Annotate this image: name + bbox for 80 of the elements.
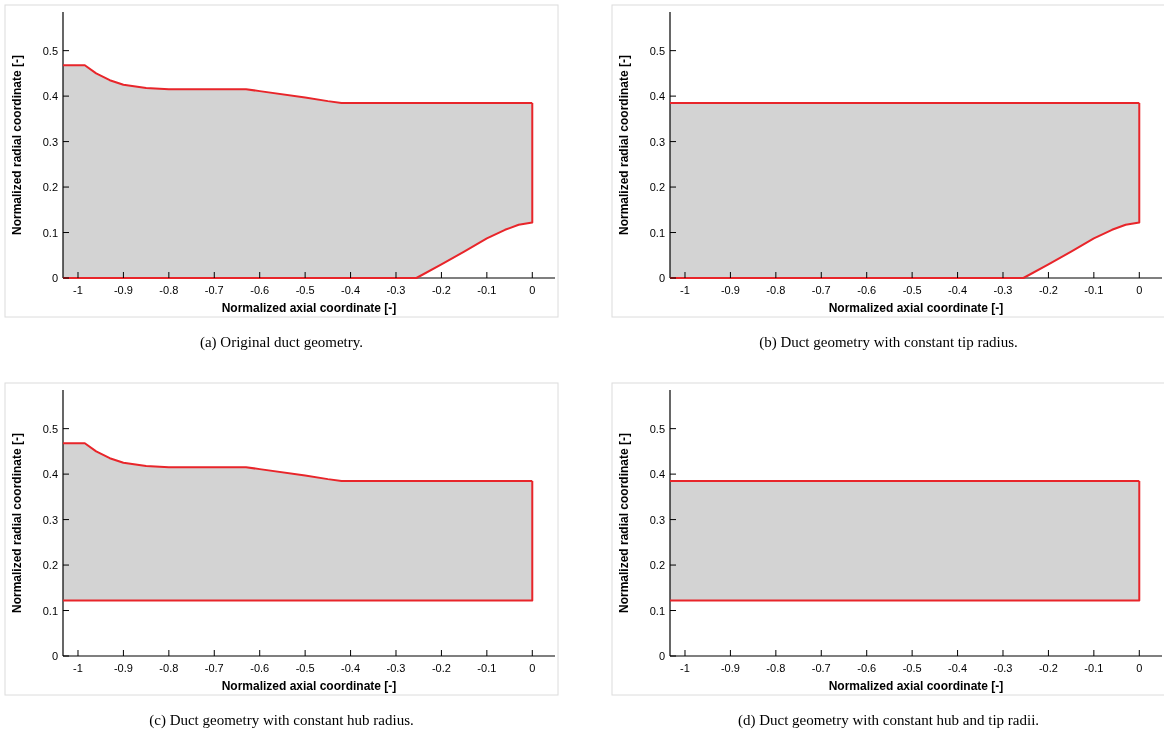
- x-tick-label: -0.6: [250, 662, 270, 674]
- y-tick-label: 0.3: [649, 513, 665, 526]
- x-tick-label: -0.5: [902, 284, 922, 296]
- y-tick-label: 0.1: [42, 226, 58, 239]
- y-tick-label: 0.3: [649, 135, 665, 148]
- x-axis-title: Normalized axial coordinate [-]: [828, 679, 1004, 693]
- x-tick-label: -0.1: [1084, 284, 1104, 296]
- y-axis-title: Normalized radial coordinate [-]: [10, 432, 24, 614]
- x-tick-label: -0.2: [1038, 662, 1058, 674]
- x-tick-label: -0.8: [766, 284, 786, 296]
- x-tick-label: -0.9: [720, 662, 740, 674]
- y-tick-label: 0.5: [42, 44, 58, 57]
- x-tick-label: -0.7: [204, 284, 224, 296]
- x-tick-label: 0: [1136, 662, 1143, 674]
- x-tick-label: -0.2: [1038, 284, 1058, 296]
- x-tick-label: -1: [73, 284, 83, 296]
- y-tick-label: 0.2: [42, 559, 58, 572]
- x-tick-label: -0.3: [993, 284, 1013, 296]
- x-tick-label: -0.4: [341, 284, 361, 296]
- y-axis-title: Normalized radial coordinate [-]: [617, 432, 631, 614]
- x-tick-label: -0.1: [477, 662, 497, 674]
- text: (d) Duct geometry with constant hub and tip radii.: [737, 712, 1040, 729]
- y-tick-label: 0.5: [649, 422, 665, 435]
- x-tick-label: -0.4: [341, 662, 361, 674]
- y-tick-label: 0.1: [42, 604, 58, 617]
- y-tick-label: 0.5: [649, 44, 665, 57]
- x-tick-label: -0.3: [386, 662, 406, 674]
- x-tick-label: -0.7: [811, 284, 831, 296]
- text: (a) Original duct geometry.: [199, 334, 364, 351]
- y-tick-label: 0: [51, 650, 58, 662]
- x-tick-label: -0.4: [948, 662, 968, 674]
- y-axis-title: Normalized radial coordinate [-]: [10, 54, 24, 236]
- y-tick-label: 0.4: [42, 90, 58, 103]
- x-tick-label: -0.5: [295, 284, 315, 296]
- x-tick-label: -0.3: [386, 284, 406, 296]
- text: (c) Duct geometry with constant hub radius.: [149, 712, 414, 729]
- x-tick-label: 0: [529, 284, 536, 296]
- y-tick-label: 0: [658, 650, 665, 662]
- x-tick-label: -0.7: [811, 662, 831, 674]
- x-tick-label: -1: [680, 662, 690, 674]
- y-tick-label: 0.2: [42, 181, 58, 194]
- x-tick-label: -0.8: [159, 284, 179, 296]
- y-tick-label: 0.4: [42, 468, 58, 481]
- y-tick-label: 0.4: [649, 468, 665, 481]
- x-tick-label: -0.7: [204, 662, 224, 674]
- y-tick-label: 0.2: [649, 559, 665, 572]
- x-tick-label: -0.6: [857, 662, 877, 674]
- x-tick-label: -0.1: [477, 284, 497, 296]
- x-tick-label: -0.6: [250, 284, 270, 296]
- x-tick-label: 0: [529, 662, 536, 674]
- x-tick-label: -0.1: [1084, 662, 1104, 674]
- x-tick-label: -1: [680, 284, 690, 296]
- y-tick-label: 0: [51, 272, 58, 284]
- x-tick-label: -0.4: [948, 284, 968, 296]
- x-tick-label: -0.3: [993, 662, 1013, 674]
- text: (b) Duct geometry with constant tip radius.: [759, 334, 1018, 351]
- x-tick-label: -0.8: [159, 662, 179, 674]
- x-tick-label: -0.6: [857, 284, 877, 296]
- x-axis-title: Normalized axial coordinate [-]: [221, 679, 397, 693]
- x-tick-label: 0: [1136, 284, 1143, 296]
- y-tick-label: 0: [658, 272, 665, 284]
- x-axis-title: Normalized axial coordinate [-]: [221, 301, 397, 315]
- x-tick-label: -0.9: [113, 284, 133, 296]
- x-tick-label: -0.5: [902, 662, 922, 674]
- y-axis-title: Normalized radial coordinate [-]: [617, 54, 631, 236]
- x-tick-label: -0.8: [766, 662, 786, 674]
- x-tick-label: -0.2: [431, 284, 451, 296]
- y-tick-label: 0.3: [42, 513, 58, 526]
- x-tick-label: -0.9: [113, 662, 133, 674]
- y-tick-label: 0.4: [649, 90, 665, 103]
- x-tick-label: -0.2: [431, 662, 451, 674]
- y-tick-label: 0.1: [649, 226, 665, 239]
- y-tick-label: 0.1: [649, 604, 665, 617]
- x-axis-title: Normalized axial coordinate [-]: [828, 301, 1004, 315]
- y-tick-label: 0.5: [42, 422, 58, 435]
- x-tick-label: -0.9: [720, 284, 740, 296]
- y-tick-label: 0.2: [649, 181, 665, 194]
- x-tick-label: -0.5: [295, 662, 315, 674]
- x-tick-label: -1: [73, 662, 83, 674]
- y-tick-label: 0.3: [42, 135, 58, 148]
